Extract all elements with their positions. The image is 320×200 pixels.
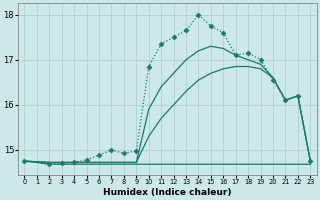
X-axis label: Humidex (Indice chaleur): Humidex (Indice chaleur) [103,188,232,197]
